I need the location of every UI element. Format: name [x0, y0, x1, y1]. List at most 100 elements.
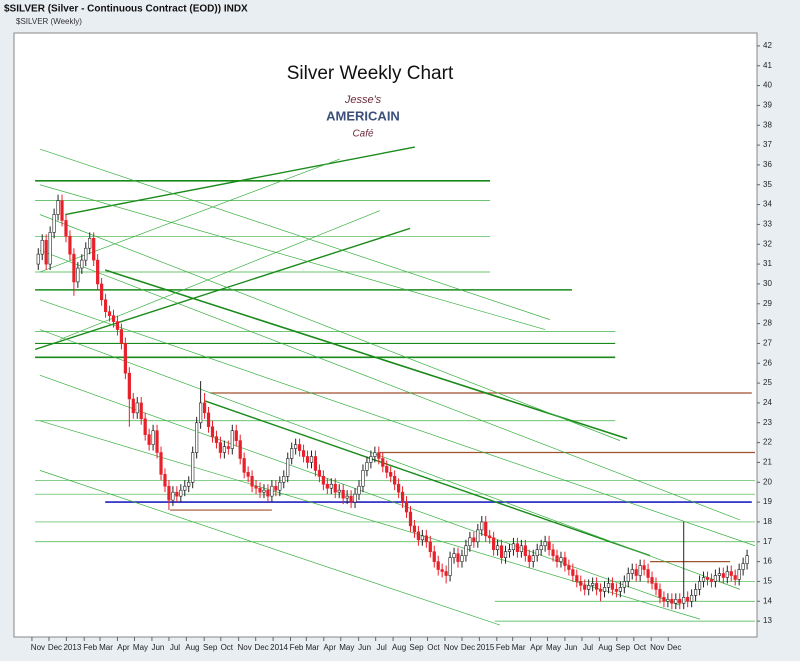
candle-body: [709, 579, 714, 582]
candle-body: [80, 259, 84, 269]
candle-body: [218, 442, 223, 453]
candle-body: [456, 553, 460, 562]
candle-body: [68, 236, 72, 255]
x-tick-label: Apr: [530, 643, 543, 652]
y-tick-label: 37: [763, 140, 772, 149]
candle-body: [214, 436, 219, 443]
trend-line: [39, 184, 546, 330]
candle-body: [92, 238, 96, 261]
candle-body: [147, 434, 151, 445]
candle-body: [155, 430, 159, 453]
candle-body: [725, 571, 729, 578]
logo-text: AMERICAIN: [326, 108, 400, 123]
candle-body: [298, 444, 302, 451]
candle-body: [412, 525, 417, 533]
candle-body: [282, 476, 286, 483]
candle-body: [460, 555, 464, 562]
x-tick-label: 2015: [476, 643, 494, 652]
candle-body: [587, 585, 591, 590]
candle-body: [682, 597, 686, 604]
y-tick-label: 25: [763, 378, 772, 387]
candle-body: [226, 446, 230, 449]
candle-body: [543, 541, 547, 547]
candle-body: [88, 238, 92, 249]
candle-body: [44, 239, 48, 265]
candle-body: [294, 444, 298, 449]
candle-body: [662, 597, 666, 602]
candle-body: [250, 476, 254, 487]
candle-body: [230, 430, 234, 449]
candle-body: [52, 214, 56, 233]
candle-body: [163, 474, 167, 487]
candle-body: [555, 555, 559, 562]
plot-area: [13, 32, 758, 638]
candle-body: [678, 598, 682, 604]
trend-line: [65, 146, 415, 216]
candle-body: [389, 472, 393, 477]
candle-body: [349, 495, 353, 503]
logo-text: Café: [352, 129, 374, 140]
candle-body: [713, 575, 718, 582]
candle-body: [345, 495, 349, 499]
candle-body: [76, 267, 80, 283]
candle-body: [72, 253, 76, 283]
candle-body: [436, 561, 440, 570]
y-tick-label: 28: [763, 319, 772, 328]
candle-body: [309, 456, 314, 463]
candle-body: [492, 537, 496, 551]
x-tick-label: Dec: [48, 643, 62, 652]
candle-body: [499, 545, 504, 558]
y-tick-label: 41: [763, 61, 772, 70]
candle-body: [238, 440, 242, 459]
candle-body: [575, 575, 579, 582]
candle-body: [199, 402, 203, 424]
candle-body: [167, 485, 171, 501]
candle-body: [270, 485, 274, 497]
candle-body: [357, 485, 361, 495]
x-tick-label: Nov: [650, 643, 664, 652]
candle-body: [670, 598, 674, 604]
candle-body: [432, 551, 436, 562]
x-tick-label: Jun: [358, 643, 371, 652]
x-tick-label: Dec: [667, 643, 681, 652]
candle-body: [341, 489, 345, 499]
candle-body: [333, 483, 337, 493]
candle-body: [191, 452, 195, 483]
candle-body: [404, 501, 409, 513]
candle-body: [262, 489, 266, 493]
candle-body: [503, 551, 508, 558]
candle-body: [448, 557, 452, 576]
y-tick-label: 35: [763, 180, 772, 189]
x-tick-label: Sep: [409, 643, 424, 652]
x-tick-label: Oct: [634, 643, 647, 652]
x-tick-label: Oct: [427, 643, 440, 652]
candle-body: [737, 569, 741, 580]
candle-body: [721, 573, 725, 578]
candle-body: [717, 573, 721, 576]
candle-body: [690, 595, 694, 602]
candle-body: [745, 555, 749, 564]
x-tick-label: Nov: [238, 643, 252, 652]
candle-body: [579, 581, 583, 586]
candle-body: [365, 462, 369, 471]
logo-text: Jesse's: [344, 94, 382, 106]
x-tick-label: Apr: [117, 643, 130, 652]
candle-body: [305, 456, 310, 463]
candle-body: [115, 321, 120, 330]
candle-body: [551, 549, 555, 556]
candle-body: [175, 491, 179, 497]
y-tick-label: 36: [763, 160, 772, 169]
y-tick-label: 18: [763, 517, 772, 526]
trend-line: [204, 400, 651, 557]
candle-body: [642, 565, 646, 570]
legend: $SILVER (Weekly): [16, 17, 82, 26]
candle-body: [135, 402, 139, 414]
candle-body: [325, 483, 329, 489]
candle-body: [507, 549, 512, 552]
candle-body: [321, 476, 325, 485]
y-tick-label: 14: [763, 596, 772, 605]
candle-body: [373, 452, 377, 457]
candle-body: [444, 571, 448, 576]
candle-body: [64, 220, 68, 237]
candle-body: [84, 247, 88, 261]
